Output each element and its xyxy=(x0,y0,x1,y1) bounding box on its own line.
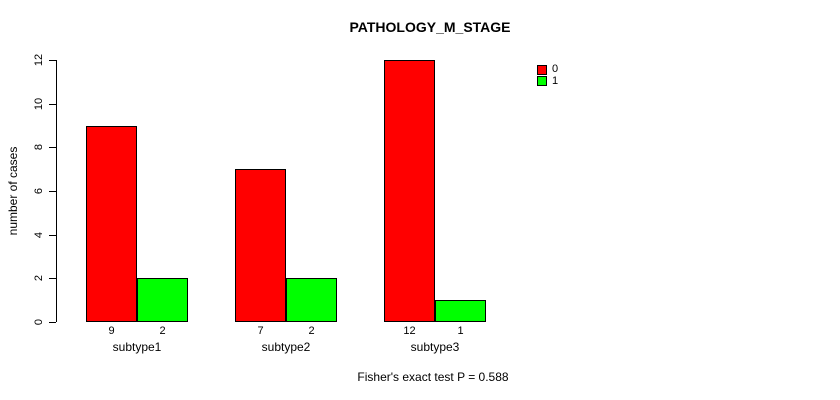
y-axis-tick xyxy=(49,278,56,280)
chart-title: PATHOLOGY_M_STAGE xyxy=(349,19,511,35)
category-label-subtype3: subtype3 xyxy=(410,340,460,354)
bar-count-label: 2 xyxy=(308,325,315,337)
legend-swatch xyxy=(537,76,547,87)
bar-count-label: 12 xyxy=(403,325,416,337)
y-axis-tick-label: 0 xyxy=(33,318,45,326)
legend-swatch xyxy=(537,64,547,75)
fisher-test-annotation: Fisher's exact test P = 0.588 xyxy=(357,370,509,384)
legend-label: 0 xyxy=(552,63,559,75)
y-axis-tick xyxy=(49,147,56,149)
bar-count-label: 9 xyxy=(108,325,115,337)
y-axis-tick-label: 6 xyxy=(33,187,45,195)
y-axis-tick xyxy=(49,322,56,323)
y-axis-tick xyxy=(49,191,56,192)
category-label-subtype2: subtype2 xyxy=(261,340,311,354)
bar-subtype2-group0 xyxy=(235,169,286,322)
bar-subtype3-group0 xyxy=(384,60,435,322)
bar-count-label: 2 xyxy=(159,325,166,337)
y-axis-line xyxy=(56,60,57,322)
y-axis-tick xyxy=(49,103,56,105)
y-axis-tick-label: 8 xyxy=(33,144,45,151)
bar-count-label: 7 xyxy=(257,325,264,337)
y-axis-tick-label: 12 xyxy=(33,53,45,67)
bar-subtype1-group1 xyxy=(137,278,188,322)
y-axis-tick xyxy=(49,234,56,236)
bar-subtype3-group1 xyxy=(435,300,486,322)
y-axis-tick-label: 2 xyxy=(33,275,45,282)
y-axis-tick-label: 10 xyxy=(33,97,45,110)
bar-subtype2-group1 xyxy=(286,278,337,322)
legend-label: 1 xyxy=(552,74,559,87)
legend-entry-1: 1 xyxy=(537,74,559,88)
bar-count-label: 1 xyxy=(457,325,464,337)
y-axis-tick xyxy=(49,60,56,61)
category-label-subtype1: subtype1 xyxy=(112,340,162,354)
bar-subtype1-group0 xyxy=(86,125,137,322)
legend-entry-0: 0 xyxy=(537,63,559,76)
y-axis-tick-label: 4 xyxy=(33,231,45,238)
